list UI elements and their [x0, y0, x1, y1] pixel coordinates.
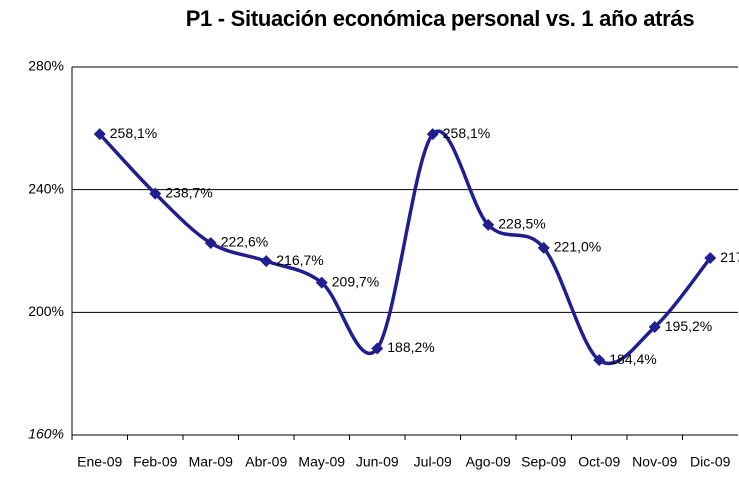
marker [149, 187, 162, 200]
data-label: 195,2% [665, 318, 712, 334]
marker [204, 237, 217, 250]
x-tick-label: May-09 [298, 454, 345, 470]
marker [371, 342, 384, 355]
x-tick-label: Ago-09 [466, 454, 511, 470]
data-label: 222,6% [221, 234, 268, 250]
x-tick-label: Jun-09 [356, 454, 399, 470]
marker [426, 128, 439, 141]
series-line [98, 129, 712, 366]
y-tick-label: 200% [28, 303, 64, 319]
y-tick-label: 280% [28, 58, 64, 74]
data-label: 217,7% [720, 249, 739, 265]
data-label: 258,1% [110, 125, 157, 141]
data-label: 209,7% [332, 273, 379, 289]
y-tick-label: 240% [28, 180, 64, 196]
data-label: 188,2% [387, 339, 434, 355]
x-tick-label: Jul-09 [414, 454, 452, 470]
data-label: 238,7% [165, 184, 212, 200]
data-label: 228,5% [498, 216, 545, 232]
x-tick-label: Mar-09 [189, 454, 234, 470]
marker [93, 128, 106, 141]
data-label: 216,7% [276, 252, 323, 268]
x-tick-label: Sep-09 [521, 454, 566, 470]
x-tick-label: Ene-09 [77, 454, 122, 470]
marker [482, 218, 495, 231]
x-tick-label: Oct-09 [578, 454, 620, 470]
chart-title: P1 - Situación económica personal vs. 1 … [185, 6, 695, 31]
x-tick-label: Dic-09 [690, 454, 731, 470]
data-label: 258,1% [443, 125, 490, 141]
marker [704, 252, 717, 265]
x-tick-label: Feb-09 [133, 454, 178, 470]
marker [537, 241, 550, 254]
marker [260, 255, 273, 268]
marker [593, 354, 606, 367]
data-label: 221,0% [554, 239, 601, 255]
y-tick-label: 160% [28, 426, 64, 442]
data-label: 184,4% [609, 351, 656, 367]
x-tick-label: Nov-09 [632, 454, 677, 470]
marker [648, 321, 661, 334]
marker [315, 276, 328, 289]
x-tick-label: Abr-09 [245, 454, 287, 470]
